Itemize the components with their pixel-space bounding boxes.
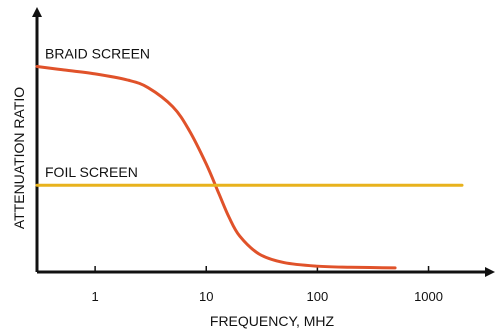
annotations: BRAID SCREEN FOIL SCREEN [45,45,150,180]
x-tick-label: 1 [91,289,98,304]
annotation-braid-screen: BRAID SCREEN [45,45,150,61]
annotation-foil-screen: FOIL SCREEN [45,164,138,180]
x-tick-label: 100 [307,289,329,304]
series-layer [35,64,464,270]
y-axis-label: ATTENUATION RATIO [11,87,27,229]
x-axis-label: FREQUENCY, MHZ [210,313,335,329]
x-tick-label: 10 [199,289,213,304]
x-ticks: 1 10 100 1000 [91,266,443,304]
x-tick-label: 1000 [414,289,443,304]
series-line-braid-screen [35,64,397,270]
